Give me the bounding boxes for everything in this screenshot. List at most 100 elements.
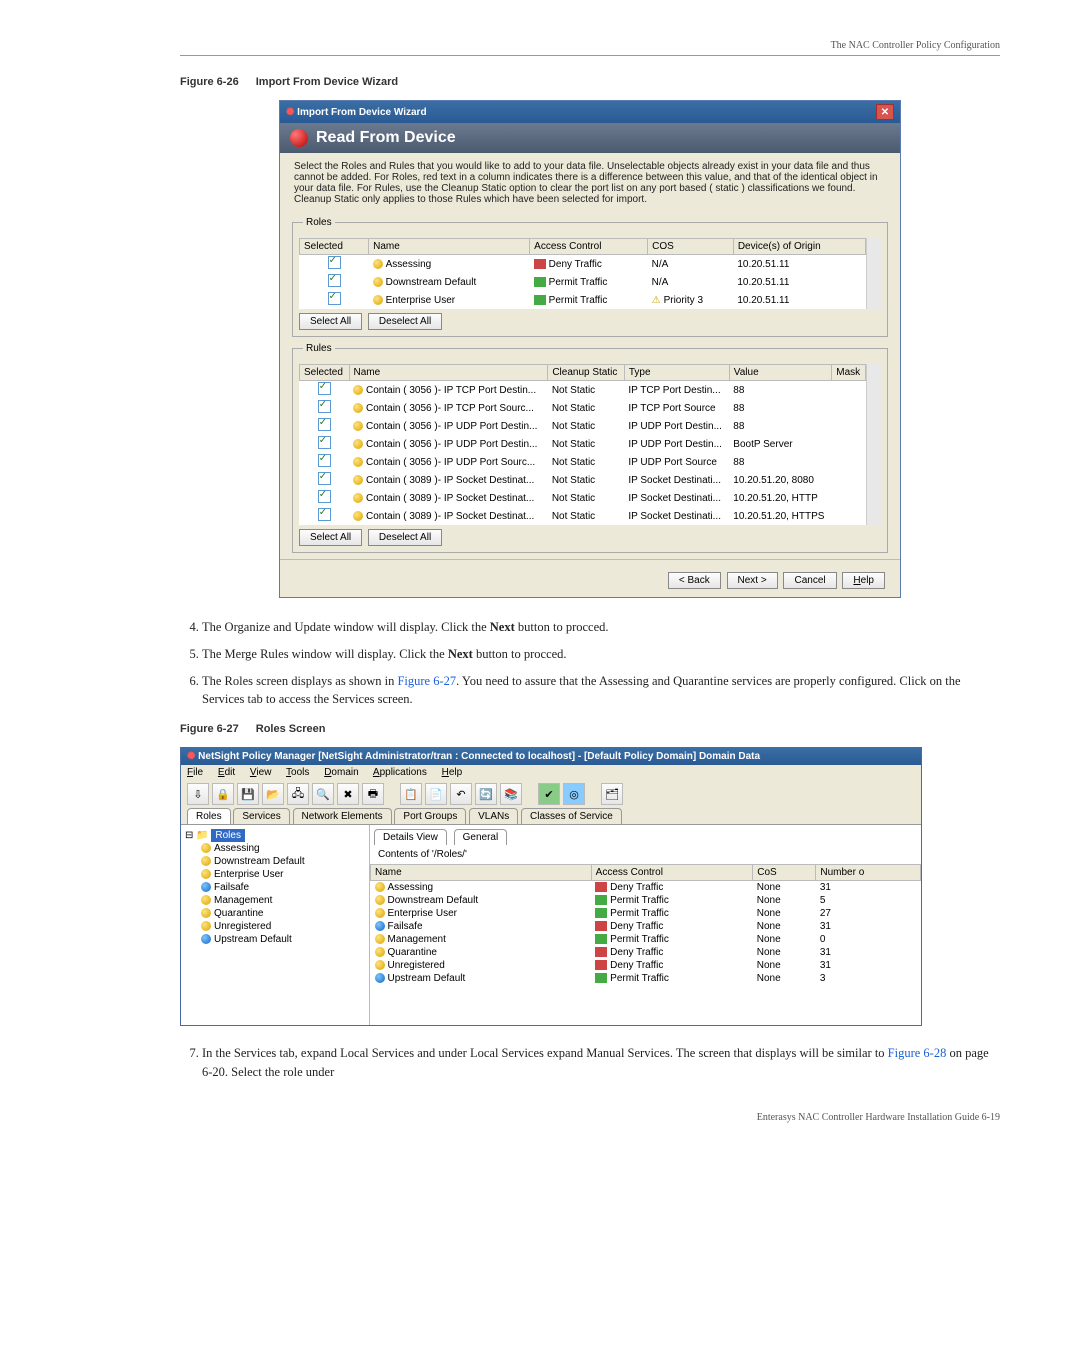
rules-deselect-all-button[interactable]: Deselect All <box>368 529 442 546</box>
cancel-button[interactable]: Cancel <box>783 572 836 589</box>
checkbox-icon[interactable] <box>318 382 331 395</box>
table-row[interactable]: Assessing Deny Traffic None31 <box>371 881 921 895</box>
menu-file[interactable]: File <box>187 767 203 778</box>
rules-col-selected[interactable]: Selected <box>300 365 350 381</box>
rules-col-type[interactable]: Type <box>624 365 729 381</box>
checkbox-icon[interactable] <box>318 400 331 413</box>
rules-select-all-button[interactable]: Select All <box>299 529 362 546</box>
table-row[interactable]: Assessing Deny Traffic N/A10.20.51.11 <box>300 255 866 274</box>
roles-scrollbar[interactable] <box>866 238 881 309</box>
checkbox-icon[interactable] <box>328 274 341 287</box>
table-row[interactable]: Quarantine Deny Traffic None31 <box>371 946 921 959</box>
rules-col-cleanup[interactable]: Cleanup Static <box>548 365 625 381</box>
col-name[interactable]: Name <box>369 239 530 255</box>
next-button[interactable]: Next > <box>727 572 778 589</box>
col-selected[interactable]: Selected <box>300 239 369 255</box>
tab-services[interactable]: Services <box>233 808 289 824</box>
dcol-cos[interactable]: CoS <box>753 865 816 881</box>
tree-item[interactable]: Upstream Default <box>201 933 365 946</box>
checkbox-icon[interactable] <box>318 418 331 431</box>
tab-cos[interactable]: Classes of Service <box>521 808 622 824</box>
table-row[interactable]: Enterprise User Permit Traffic None27 <box>371 907 921 920</box>
menu-help[interactable]: Help <box>442 767 463 778</box>
table-row[interactable]: Contain ( 3089 )- IP Socket Destinat... … <box>300 507 866 525</box>
tree-item[interactable]: Unregistered <box>201 920 365 933</box>
menu-tools[interactable]: Tools <box>286 767 309 778</box>
tree-item[interactable]: Enterprise User <box>201 868 365 881</box>
toolbar-btn-16[interactable]: 🗂 <box>601 783 623 805</box>
table-row[interactable]: Unregistered Deny Traffic None31 <box>371 959 921 972</box>
table-row[interactable]: Contain ( 3056 )- IP UDP Port Destin... … <box>300 435 866 453</box>
toolbar-btn-2[interactable]: 🔒 <box>212 783 234 805</box>
table-row[interactable]: Contain ( 3056 )- IP TCP Port Destin... … <box>300 381 866 400</box>
menu-edit[interactable]: Edit <box>218 767 235 778</box>
tab-vlans[interactable]: VLANs <box>469 808 518 824</box>
table-row[interactable]: Management Permit Traffic None0 <box>371 933 921 946</box>
tab-network[interactable]: Network Elements <box>293 808 392 824</box>
table-row[interactable]: Contain ( 3089 )- IP Socket Destinat... … <box>300 471 866 489</box>
table-row[interactable]: Enterprise User Permit Traffic Priority … <box>300 291 866 309</box>
tree-item[interactable]: Downstream Default <box>201 855 365 868</box>
subtab-details[interactable]: Details View <box>374 829 447 845</box>
toolbar-btn-4[interactable]: 📂 <box>262 783 284 805</box>
figure-link-2[interactable]: Figure 6-28 <box>888 1046 947 1060</box>
table-row[interactable]: Contain ( 3056 )- IP UDP Port Sourc... N… <box>300 453 866 471</box>
toolbar-btn-8[interactable]: 🖶 <box>362 783 384 805</box>
tree-item[interactable]: Management <box>201 894 365 907</box>
step-5: The Merge Rules window will display. Cli… <box>202 645 1000 664</box>
dcol-ac[interactable]: Access Control <box>591 865 753 881</box>
tree-item[interactable]: Assessing <box>201 842 365 855</box>
tab-portgroups[interactable]: Port Groups <box>394 808 466 824</box>
toolbar-btn-6[interactable]: 🔍 <box>312 783 334 805</box>
table-row[interactable]: Upstream Default Permit Traffic None3 <box>371 972 921 985</box>
tree-item[interactable]: Quarantine <box>201 907 365 920</box>
toolbar-btn-5[interactable]: 🖧 <box>287 783 309 805</box>
close-icon[interactable]: ✕ <box>876 104 894 120</box>
checkbox-icon[interactable] <box>328 292 341 305</box>
table-row[interactable]: Contain ( 3056 )- IP TCP Port Sourc... N… <box>300 399 866 417</box>
toolbar-btn-3[interactable]: 💾 <box>237 783 259 805</box>
checkbox-icon[interactable] <box>318 454 331 467</box>
col-access[interactable]: Access Control <box>530 239 648 255</box>
figure-link[interactable]: Figure 6-27 <box>397 674 456 688</box>
checkbox-icon[interactable] <box>328 256 341 269</box>
tree-root[interactable]: Roles <box>211 829 245 842</box>
toolbar-btn-14[interactable]: ✔ <box>538 783 560 805</box>
toolbar-btn-13[interactable]: 📚 <box>500 783 522 805</box>
tab-roles[interactable]: Roles <box>187 808 231 824</box>
toolbar-btn-9[interactable]: 📋 <box>400 783 422 805</box>
toolbar-btn-11[interactable]: ↶ <box>450 783 472 805</box>
rules-col-value[interactable]: Value <box>729 365 831 381</box>
roles-select-all-button[interactable]: Select All <box>299 313 362 330</box>
col-origin[interactable]: Device(s) of Origin <box>733 239 866 255</box>
table-row[interactable]: Contain ( 3056 )- IP UDP Port Destin... … <box>300 417 866 435</box>
help-button[interactable]: Help <box>842 572 885 589</box>
rules-col-name[interactable]: Name <box>349 365 548 381</box>
toolbar-btn-1[interactable]: ⇩ <box>187 783 209 805</box>
menu-view[interactable]: View <box>250 767 272 778</box>
toolbar-btn-7[interactable]: ✖ <box>337 783 359 805</box>
table-row[interactable]: Failsafe Deny Traffic None31 <box>371 920 921 933</box>
checkbox-icon[interactable] <box>318 490 331 503</box>
rules-col-mask[interactable]: Mask <box>832 365 866 381</box>
table-row[interactable]: Downstream Default Permit Traffic N/A10.… <box>300 273 866 291</box>
table-row[interactable]: Downstream Default Permit Traffic None5 <box>371 894 921 907</box>
toolbar-btn-12[interactable]: 🔄 <box>475 783 497 805</box>
table-row[interactable]: Contain ( 3089 )- IP Socket Destinat... … <box>300 489 866 507</box>
rules-scrollbar[interactable] <box>866 364 881 525</box>
subtab-general[interactable]: General <box>454 829 508 845</box>
dcol-name[interactable]: Name <box>371 865 592 881</box>
checkbox-icon[interactable] <box>318 436 331 449</box>
back-button[interactable]: < Back <box>668 572 721 589</box>
page-footer: Enterasys NAC Controller Hardware Instal… <box>180 1112 1000 1123</box>
toolbar-btn-10[interactable]: 📄 <box>425 783 447 805</box>
toolbar-btn-15[interactable]: ◎ <box>563 783 585 805</box>
menu-domain[interactable]: Domain <box>324 767 358 778</box>
tree-item[interactable]: Failsafe <box>201 881 365 894</box>
checkbox-icon[interactable] <box>318 508 331 521</box>
dcol-num[interactable]: Number o <box>816 865 921 881</box>
col-cos[interactable]: COS <box>648 239 734 255</box>
menu-applications[interactable]: Applications <box>373 767 427 778</box>
roles-deselect-all-button[interactable]: Deselect All <box>368 313 442 330</box>
checkbox-icon[interactable] <box>318 472 331 485</box>
